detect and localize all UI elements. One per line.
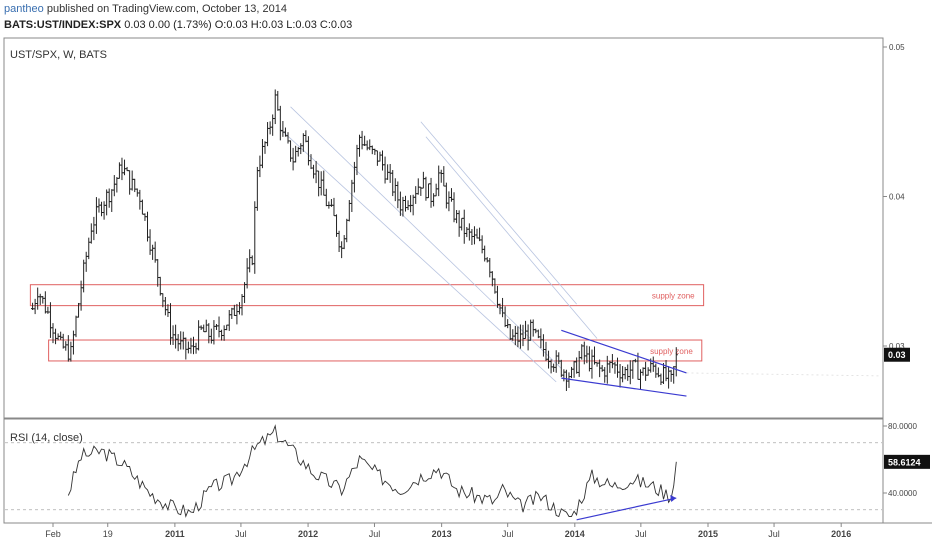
channel-line xyxy=(290,106,562,369)
time-tick-label: 2014 xyxy=(565,529,585,539)
main-chart-title: UST/SPX, W, BATS xyxy=(10,49,107,61)
author-link[interactable]: pantheo xyxy=(4,3,44,15)
rsi-last-badge xyxy=(884,454,930,469)
time-tick-label: 19 xyxy=(103,529,113,539)
rsi-line xyxy=(67,424,677,518)
price-axis: 0.05 0.04 0.030.03 80.0000 40.0000 58.6124 xyxy=(883,43,930,498)
rsi-trendline-arrow xyxy=(670,495,677,503)
rsi-indicator xyxy=(5,424,882,521)
time-tick-label: Jul xyxy=(768,529,780,539)
time-tick-label: Feb xyxy=(45,529,61,539)
supply-zone-box xyxy=(48,339,703,362)
rsi-last-label: 58.6124 xyxy=(888,457,921,467)
price-tick-label: 0.03 xyxy=(889,342,905,351)
lower-trendline xyxy=(561,377,687,397)
channel-line xyxy=(420,121,577,305)
supply-zone-label: supply zone xyxy=(652,292,695,301)
supply-zone-box xyxy=(29,284,705,307)
time-tick-label: 2015 xyxy=(698,529,718,539)
price-tick-label: 0.04 xyxy=(889,193,905,202)
rsi-tick-label: 80.0000 xyxy=(888,422,917,431)
publish-line: pantheo published on TradingView.com, Oc… xyxy=(4,3,287,15)
rsi-pane-frame xyxy=(3,418,884,524)
time-tick-label: Jul xyxy=(635,529,647,539)
supply-zones: supply zone supply zone xyxy=(29,284,705,362)
time-tick-label: 2011 xyxy=(165,529,185,539)
channel-lines xyxy=(280,106,598,383)
time-tick-label: 2016 xyxy=(831,529,851,539)
rsi-tick-label: 40.0000 xyxy=(888,489,917,498)
time-axis: Feb 19 2011 Jul 2012 Jul 2013 Jul 2014 Jul 2015 Jul… xyxy=(45,523,851,539)
time-tick-label: Jul xyxy=(369,529,381,539)
published-text: published on TradingView.com, October 13… xyxy=(46,3,287,15)
quote-values: 0.03 0.00 (1.73%) O:0.03 H:0.03 L:0.03 C… xyxy=(124,19,353,31)
price-bars xyxy=(30,89,678,391)
time-tick-label: Jul xyxy=(235,529,247,539)
supply-zone-label: supply zone xyxy=(650,347,693,356)
rsi-trendline xyxy=(576,497,677,521)
publish-header: pantheo published on TradingView.com, Oc… xyxy=(0,0,932,38)
symbol-label: BATS:UST/INDEX:SPX xyxy=(4,19,122,31)
channel-line xyxy=(280,128,557,383)
projection-line xyxy=(686,372,881,377)
price-tick-label: 0.05 xyxy=(889,43,905,52)
last-price-badge xyxy=(884,347,910,362)
trendlines xyxy=(561,329,881,397)
time-tick-label: 2012 xyxy=(298,529,318,539)
rsi-title: RSI (14, close) xyxy=(10,432,83,444)
time-tick-label: Jul xyxy=(502,529,514,539)
quote-line: BATS:UST/INDEX:SPX 0.03 0.00 (1.73%) O:0… xyxy=(4,19,352,31)
time-tick-label: 2013 xyxy=(432,529,452,539)
last-price-label: 0.03 xyxy=(888,350,906,360)
upper-trendline xyxy=(561,329,687,374)
channel-line xyxy=(425,136,598,339)
